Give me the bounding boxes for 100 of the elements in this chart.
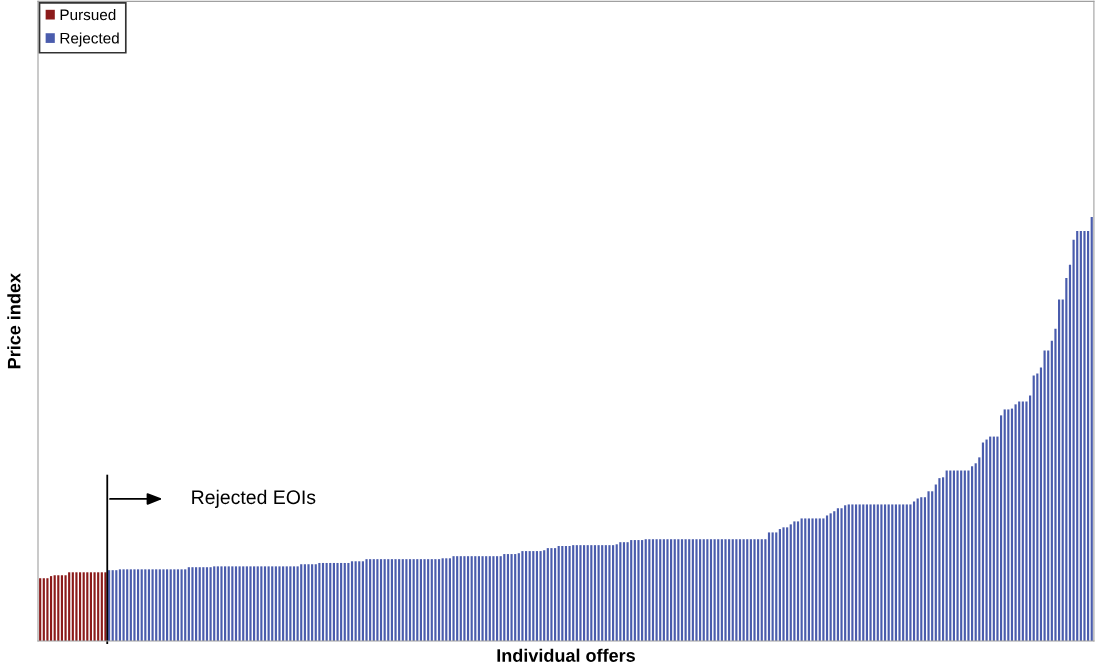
bar bbox=[144, 569, 147, 641]
bar bbox=[967, 470, 970, 641]
bar bbox=[633, 540, 636, 641]
bar bbox=[521, 551, 524, 641]
bar bbox=[234, 566, 238, 641]
bar bbox=[296, 566, 299, 641]
bar bbox=[699, 539, 702, 641]
bar bbox=[213, 566, 216, 641]
bar bbox=[39, 578, 42, 641]
bar bbox=[466, 556, 470, 641]
bar bbox=[205, 567, 209, 641]
bar bbox=[60, 575, 64, 641]
bar bbox=[920, 497, 923, 641]
bar bbox=[590, 545, 593, 641]
bar bbox=[677, 539, 680, 641]
bar bbox=[1065, 277, 1068, 641]
bar bbox=[238, 566, 241, 641]
bar bbox=[916, 498, 919, 641]
bar bbox=[564, 546, 568, 641]
bar bbox=[350, 561, 354, 641]
bar bbox=[365, 559, 368, 641]
bar bbox=[1007, 409, 1010, 641]
bar bbox=[122, 569, 125, 641]
bar bbox=[398, 559, 401, 641]
bar bbox=[169, 569, 172, 641]
bar bbox=[412, 559, 415, 641]
bar bbox=[1018, 401, 1021, 641]
bar bbox=[952, 470, 956, 641]
bar bbox=[195, 567, 198, 641]
bar bbox=[887, 504, 890, 641]
bar bbox=[905, 504, 908, 641]
bar bbox=[829, 513, 832, 641]
bar bbox=[691, 539, 694, 641]
bar bbox=[945, 470, 948, 641]
bar bbox=[329, 562, 332, 641]
bar bbox=[503, 554, 506, 641]
bar bbox=[470, 556, 473, 641]
bar bbox=[869, 504, 872, 641]
bar bbox=[793, 521, 796, 641]
bar bbox=[430, 559, 433, 641]
bar bbox=[448, 558, 452, 641]
bar bbox=[347, 562, 350, 641]
bar bbox=[184, 569, 187, 641]
bar bbox=[209, 567, 212, 641]
bar bbox=[706, 539, 709, 641]
bar bbox=[989, 436, 992, 641]
x-axis-title: Individual offers bbox=[497, 648, 635, 662]
bar bbox=[1047, 350, 1050, 641]
bar bbox=[75, 572, 78, 641]
bar bbox=[107, 570, 111, 641]
bar bbox=[231, 566, 234, 641]
bar bbox=[325, 562, 328, 641]
bar bbox=[64, 575, 67, 641]
bar bbox=[572, 545, 575, 641]
bar bbox=[93, 572, 96, 641]
bar bbox=[253, 566, 256, 641]
bar bbox=[550, 548, 553, 641]
bar bbox=[267, 566, 270, 641]
bar bbox=[876, 504, 879, 641]
bar bbox=[666, 539, 669, 641]
bar bbox=[71, 572, 74, 641]
bar bbox=[224, 566, 227, 641]
bar bbox=[662, 539, 665, 641]
bar bbox=[198, 567, 201, 641]
bar bbox=[688, 539, 691, 641]
bar bbox=[858, 504, 861, 641]
bar bbox=[166, 569, 169, 641]
bar bbox=[851, 504, 854, 641]
bar bbox=[724, 539, 727, 641]
bar bbox=[575, 545, 578, 641]
bar bbox=[597, 545, 600, 641]
bar bbox=[981, 442, 985, 641]
bar bbox=[495, 556, 499, 641]
bar bbox=[612, 545, 615, 641]
bar bbox=[401, 559, 404, 641]
bar bbox=[53, 575, 56, 641]
bar bbox=[481, 556, 484, 641]
bar bbox=[191, 567, 194, 641]
bar bbox=[100, 572, 103, 641]
bar bbox=[818, 518, 821, 641]
bar bbox=[927, 491, 930, 641]
bar bbox=[1076, 230, 1079, 641]
bar bbox=[760, 539, 763, 641]
bar bbox=[427, 559, 430, 641]
bar bbox=[372, 559, 375, 641]
bar bbox=[619, 542, 622, 641]
bar bbox=[220, 566, 223, 641]
bar bbox=[285, 566, 288, 641]
bar bbox=[111, 570, 114, 641]
bar bbox=[630, 540, 633, 641]
bar bbox=[546, 548, 549, 641]
bar bbox=[771, 532, 774, 641]
bar bbox=[865, 504, 868, 641]
bar bbox=[568, 546, 571, 641]
bar bbox=[1058, 299, 1061, 641]
bar bbox=[622, 542, 626, 641]
bar bbox=[278, 566, 281, 641]
legend-label: Pursued bbox=[60, 8, 116, 21]
bar bbox=[637, 540, 640, 641]
bar bbox=[883, 504, 887, 641]
